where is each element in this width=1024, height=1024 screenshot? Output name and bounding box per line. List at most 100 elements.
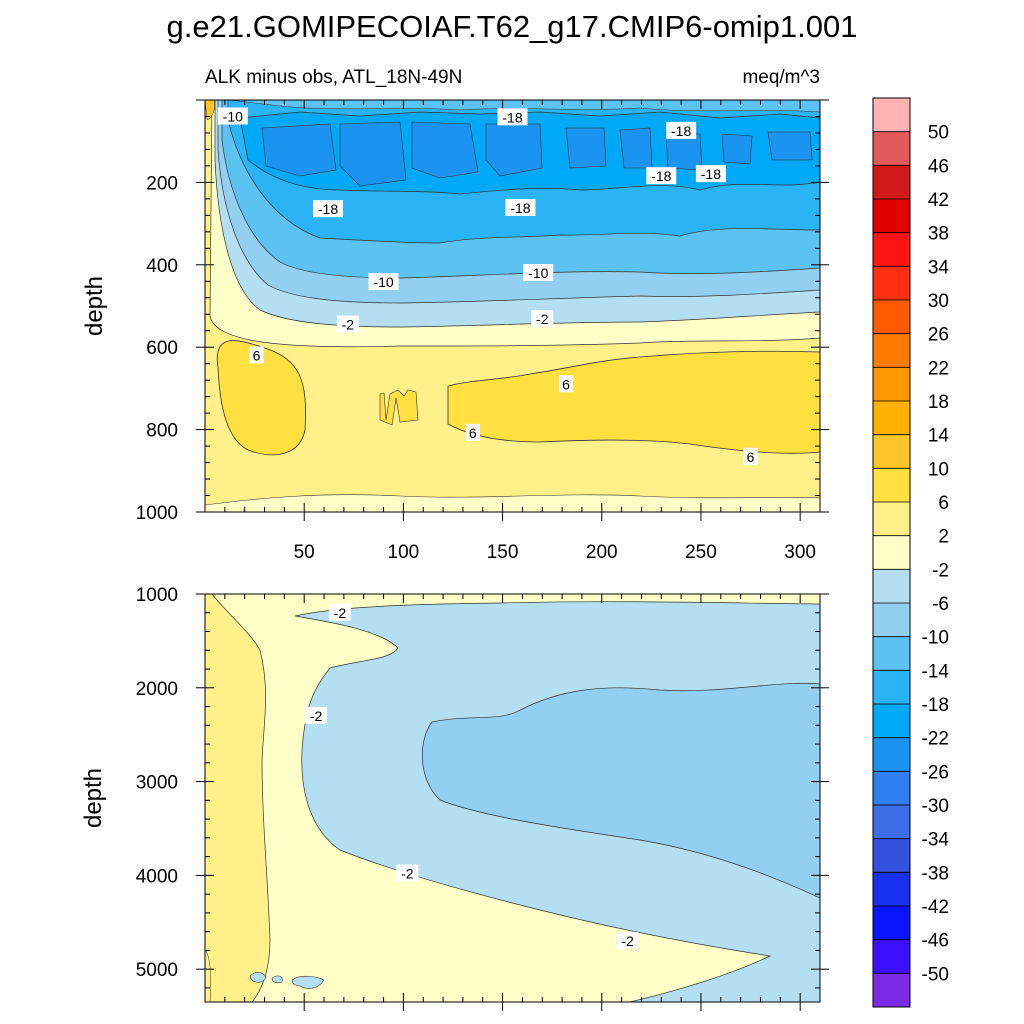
colorbar-swatch: [873, 603, 910, 637]
contour-label-box: [743, 447, 758, 465]
colorbar-swatch: [873, 704, 910, 738]
colorbar-label: 14: [928, 426, 950, 447]
colorbar-swatch: [873, 805, 910, 839]
colorbar-swatch: [873, 636, 910, 671]
upper-contour-label: 6: [743, 447, 758, 465]
colorbar-label: 22: [928, 358, 949, 379]
colorbar-label: 30: [928, 291, 949, 312]
contour-label-text: -18: [502, 109, 522, 125]
colorbar-swatch: [873, 401, 910, 435]
contour-label-box: [328, 603, 351, 621]
contour-label-box: [336, 315, 359, 333]
colorbar-label: 50: [928, 123, 949, 144]
upper-y-tick-label: 800: [146, 421, 178, 442]
upper-y-tick-label: 600: [146, 338, 178, 359]
colorbar-label: 6: [938, 493, 949, 514]
contour-label-text: -18: [701, 166, 721, 182]
colorbar-label: 2: [938, 527, 949, 548]
colorbar-swatch: [873, 98, 910, 132]
contour-label-text: -18: [318, 201, 338, 217]
upper-contour-label: -2: [336, 315, 359, 333]
contour-label-box: [249, 346, 264, 364]
upper-contour-label: -18: [497, 108, 528, 126]
colorbar-label: -50: [922, 964, 949, 985]
contour-label-box: [531, 310, 554, 328]
contour-label-text: -10: [373, 274, 393, 290]
upper-contour-label: -2: [531, 310, 554, 328]
upper-contour-label: -18: [666, 121, 697, 139]
figure-title: g.e21.GOMIPECOIAF.T62_g17.CMIP6-omip1.00…: [167, 9, 858, 44]
colorbar-swatch: [873, 333, 910, 368]
upper-y-tick-label: 200: [146, 173, 178, 194]
contour-label-box: [465, 423, 480, 441]
colorbar-swatch: [873, 973, 910, 1008]
lower-y-tick-label: 2000: [136, 679, 178, 700]
lower-field-left-edge: [205, 949, 212, 1002]
lower-ylabel: depth: [80, 768, 107, 828]
contour-label-text: -18: [510, 200, 530, 216]
colorbar-frame: [872, 97, 911, 1008]
contour-label-text: 6: [469, 425, 477, 441]
colorbar-label: 10: [928, 459, 949, 480]
upper-plot-frame: [204, 99, 821, 513]
colorbar-label: -14: [922, 661, 950, 682]
contour-label-text: -18: [671, 123, 691, 139]
panel-subtitle-left: ALK minus obs, ATL_18N-49N: [205, 67, 462, 88]
colorbar-swatch: [873, 906, 910, 940]
contour-label-box: [666, 121, 697, 139]
upper-axes: 50 100 150 200 250 300 200 400 600 800 1000: [136, 99, 829, 563]
upper-x-tick-label: 300: [784, 542, 816, 563]
upper-contour-labels: -10 -18 -18 -18 -18 -18 -18 -10 -10 -2 -2 6 6 6 6: [217, 107, 758, 465]
upper-field-6to10-right: [447, 350, 820, 454]
lower-contour-labels: -2 -2 -2 -2: [305, 603, 639, 950]
upper-x-tick-label: 250: [685, 542, 717, 563]
colorbar-swatch: [873, 468, 910, 503]
colorbar-label: 46: [928, 156, 949, 177]
colorbar-label: 38: [928, 224, 949, 245]
lower-contour-panel: [205, 594, 820, 1002]
upper-contour-panel: [205, 100, 820, 512]
upper-contour-label: 6: [465, 423, 480, 441]
colorbar-swatch: [873, 569, 910, 604]
contour-label-box: [497, 108, 528, 126]
colorbar-label: -46: [922, 931, 949, 952]
contour-label-box: [523, 264, 554, 282]
upper-contour-label: -10: [217, 107, 248, 125]
lower-field-small-patches: [249, 972, 325, 989]
colorbar-swatch: [873, 535, 910, 570]
lower-contour-label: -2: [396, 864, 419, 882]
lower-axes: 1000 2000 3000 4000 5000: [136, 585, 829, 1011]
colorbar-swatch: [873, 872, 910, 907]
colorbar-label: 18: [928, 392, 949, 413]
colorbar-label: -42: [922, 897, 949, 918]
contour-label-text: 6: [253, 347, 261, 363]
contour-label-text: -2: [334, 605, 347, 621]
upper-x-tick-label: 200: [586, 542, 618, 563]
colorbar-label: -6: [932, 594, 949, 615]
colorbar-label: 34: [928, 257, 950, 278]
colorbar-label: -30: [922, 796, 949, 817]
contour-label-text: 6: [747, 449, 755, 465]
contour-label-text: -2: [536, 311, 549, 327]
contour-label-box: [505, 198, 536, 216]
upper-field-6to10-small: [379, 389, 419, 426]
contour-label-box: [559, 375, 574, 393]
upper-field-6to10-left: [216, 340, 306, 456]
colorbar-swatch: [873, 300, 910, 334]
colorbar-swatch: [873, 165, 910, 200]
lower-y-tick-label: 5000: [136, 960, 178, 981]
contour-label-box: [217, 107, 248, 125]
upper-contour-label: -10: [523, 264, 554, 282]
lower-contour-label: -2: [305, 706, 328, 724]
colorbar-label: -26: [922, 762, 949, 783]
colorbar-swatch: [873, 502, 910, 536]
contour-label-text: -2: [310, 708, 323, 724]
upper-x-tick-label: 100: [388, 542, 420, 563]
colorbar-swatch: [873, 670, 910, 705]
colorbar-label: -22: [922, 729, 949, 750]
contour-label-text: -2: [401, 866, 414, 882]
upper-contour-label: -18: [313, 200, 343, 218]
contour-label-box: [396, 864, 419, 882]
colorbar: 50 46 42 38 34 30 26 22 18 14 10 6 2 -2 -6 -10 -14 -18 -22…: [872, 97, 950, 1008]
